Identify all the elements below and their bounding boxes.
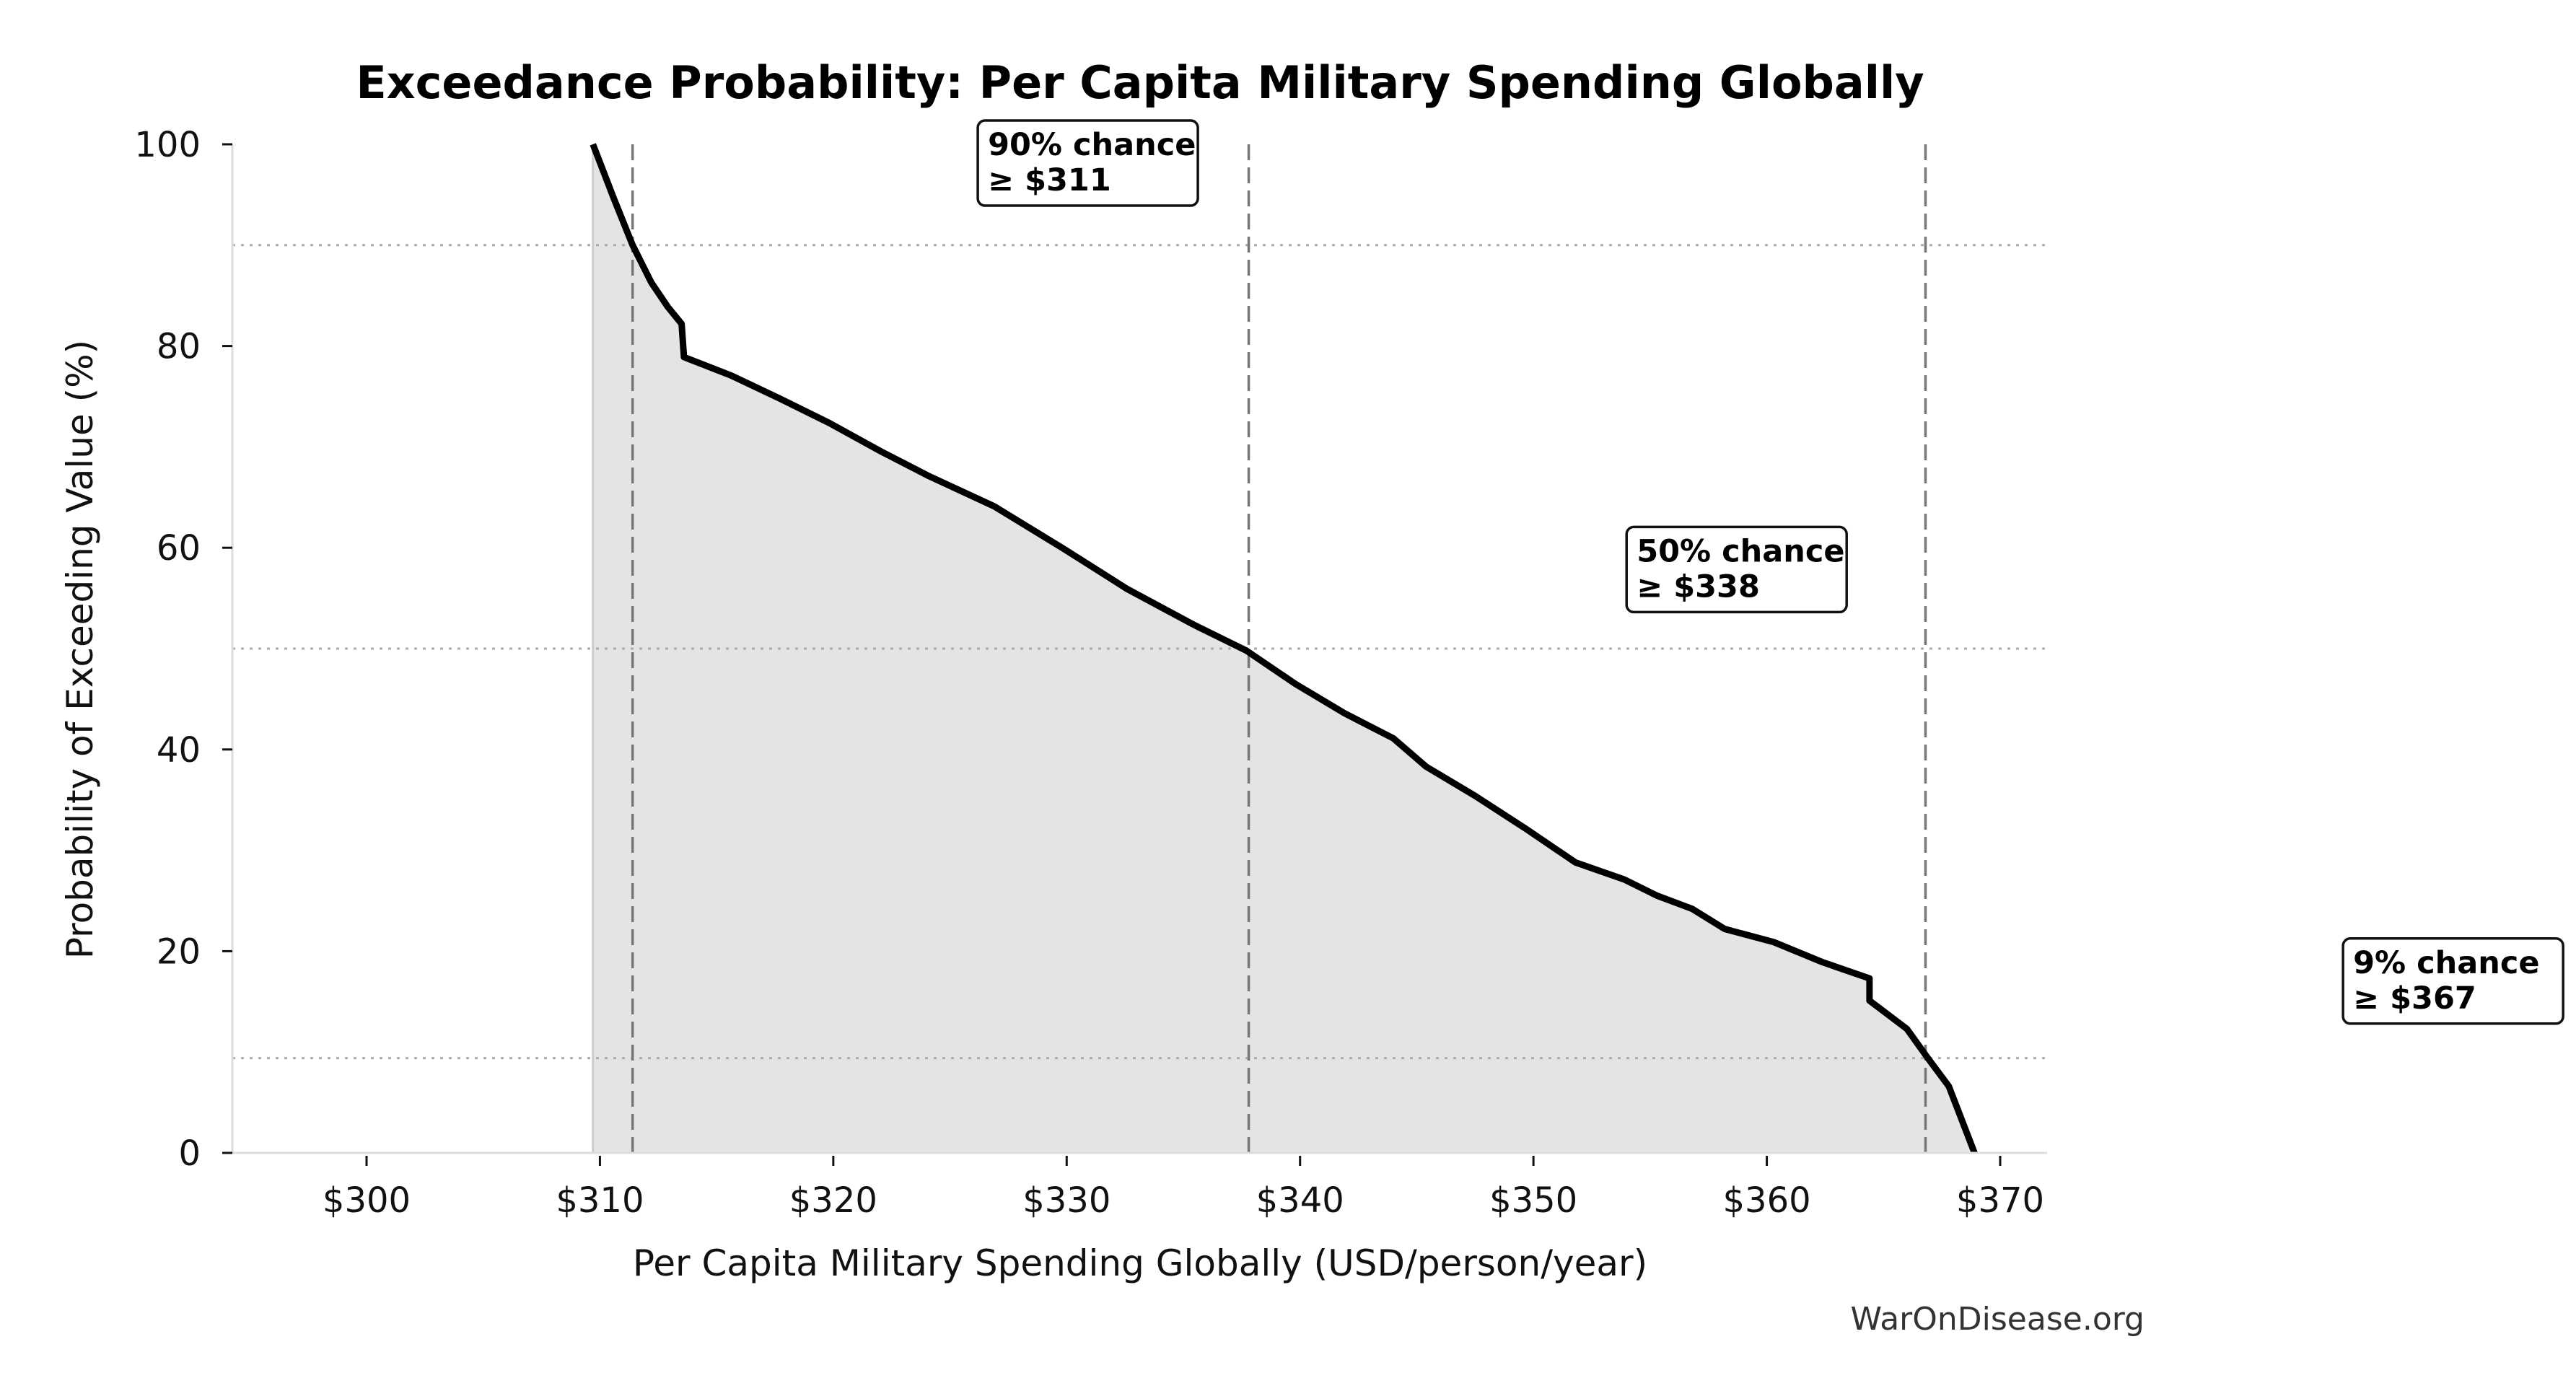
y-axis-label: Probability of Exceeding Value (%): [59, 340, 101, 959]
annotation-box: 90% chance≥ $311: [976, 119, 1199, 207]
annotation-line-1: 90% chance: [988, 127, 1196, 163]
x-tick-label: $340: [1256, 1180, 1344, 1221]
exceedance-curve: [590, 143, 1978, 1154]
annotation-box: 50% chance≥ $338: [1625, 525, 1848, 614]
x-tick-label: $320: [789, 1180, 877, 1221]
annotation-frame: [976, 119, 1199, 207]
annotation-frame: [2341, 937, 2564, 1025]
x-tick-label: $330: [1022, 1180, 1110, 1221]
annotation-box: 9% chance≥ $367: [2341, 937, 2564, 1025]
x-tick-label: $360: [1722, 1180, 1810, 1221]
annotation-frame: [1625, 525, 1848, 614]
annotation-line-1: 9% chance: [2353, 945, 2539, 981]
y-tick-label: 60: [157, 528, 201, 569]
plot-area: $300 $310 $320 $330 $340 $350 $360 $370 0 20 40 60 8…: [134, 119, 2564, 1221]
x-tick-label: $300: [323, 1180, 411, 1221]
exceedance-area: [592, 144, 1975, 1153]
annotation-line-2: ≥ $338: [1637, 569, 1760, 605]
annotation-line-1: 50% chance: [1637, 533, 1844, 569]
chart-title: Exceedance Probability: Per Capita Milit…: [356, 56, 1924, 109]
annotation-line-2: ≥ $311: [988, 162, 1111, 198]
y-tick-label: 100: [134, 125, 201, 165]
x-tick-label: $350: [1489, 1180, 1577, 1221]
y-tick-label: 80: [157, 327, 201, 367]
x-axis-label: Per Capita Military Spending Globally (U…: [633, 1242, 1647, 1284]
y-tick-label: 40: [157, 730, 201, 771]
y-tick-label: 0: [178, 1133, 201, 1174]
annotation-line-2: ≥ $367: [2353, 980, 2476, 1017]
y-tick-label: 20: [157, 931, 201, 972]
x-tick-label: $310: [556, 1180, 644, 1221]
x-tick-label: $370: [1956, 1180, 2044, 1221]
watermark: WarOnDisease.org: [1851, 1301, 2145, 1338]
